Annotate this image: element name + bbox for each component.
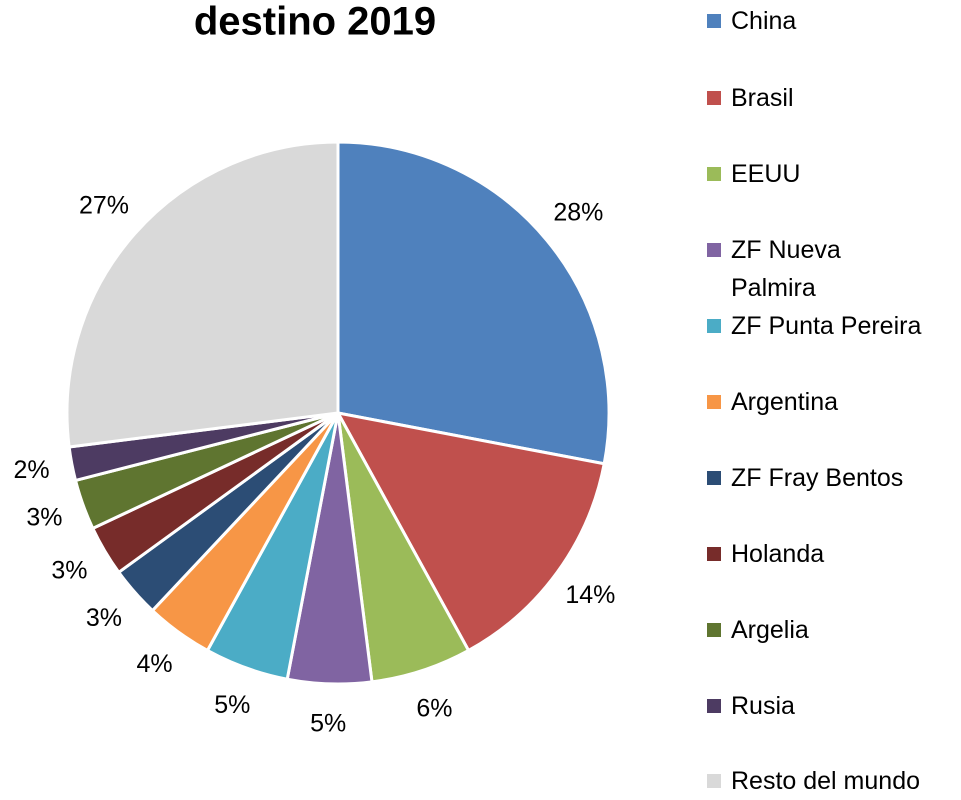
pie-slice (336, 140, 611, 466)
legend-swatch (707, 319, 721, 333)
legend-item: China (705, 2, 955, 40)
pie-slice (335, 410, 606, 653)
legend-label: EEUU (731, 160, 801, 188)
legend-item: ZF Nueva Palmira (705, 231, 855, 307)
legend-item: EEUU (705, 155, 955, 193)
legend-item: Argelia (705, 611, 955, 649)
legend-swatch (707, 623, 721, 637)
legend-swatch (707, 167, 721, 181)
legend-label: Holanda (731, 540, 825, 568)
legend-swatch (707, 91, 721, 105)
legend-item: Rusia (705, 687, 955, 725)
legend-item: ZF Fray Bentos (705, 459, 955, 497)
data-label: 5% (214, 691, 250, 719)
legend-label: ZF Punta Pereira (731, 312, 922, 340)
legend-label: Rusia (731, 692, 795, 720)
legend-item: Argentina (705, 383, 955, 421)
data-label: 3% (86, 604, 122, 632)
legend-item: Holanda (705, 535, 955, 573)
data-label: 3% (51, 556, 87, 584)
legend-label: Brasil (731, 84, 794, 112)
legend-swatch (707, 699, 721, 713)
data-label: 2% (13, 456, 49, 484)
legend-swatch (707, 395, 721, 409)
legend-item: ZF Punta Pereira (705, 307, 955, 345)
legend-item: Resto del mundo (705, 762, 955, 800)
legend-swatch (707, 14, 721, 28)
legend-swatch (707, 243, 721, 257)
data-label: 4% (137, 650, 173, 678)
data-label: 28% (553, 199, 603, 227)
legend-item: Brasil (705, 79, 955, 117)
legend-label: China (731, 7, 797, 35)
legend-swatch (707, 471, 721, 485)
data-label: 3% (26, 503, 62, 531)
data-label: 14% (565, 581, 615, 609)
legend-label: Argelia (731, 616, 809, 644)
legend-label: Argentina (731, 388, 839, 416)
legend-label: Resto del mundo (731, 767, 921, 795)
legend-label: ZF Fray Bentos (731, 464, 904, 492)
legend-label: ZF Nueva Palmira (731, 236, 841, 302)
chart-title: destino 2019 (194, 0, 436, 44)
pie-slice (65, 140, 340, 449)
data-label: 27% (79, 191, 129, 219)
data-label: 6% (416, 694, 452, 722)
data-label: 5% (310, 709, 346, 737)
legend-swatch (707, 774, 721, 788)
legend-swatch (707, 547, 721, 561)
